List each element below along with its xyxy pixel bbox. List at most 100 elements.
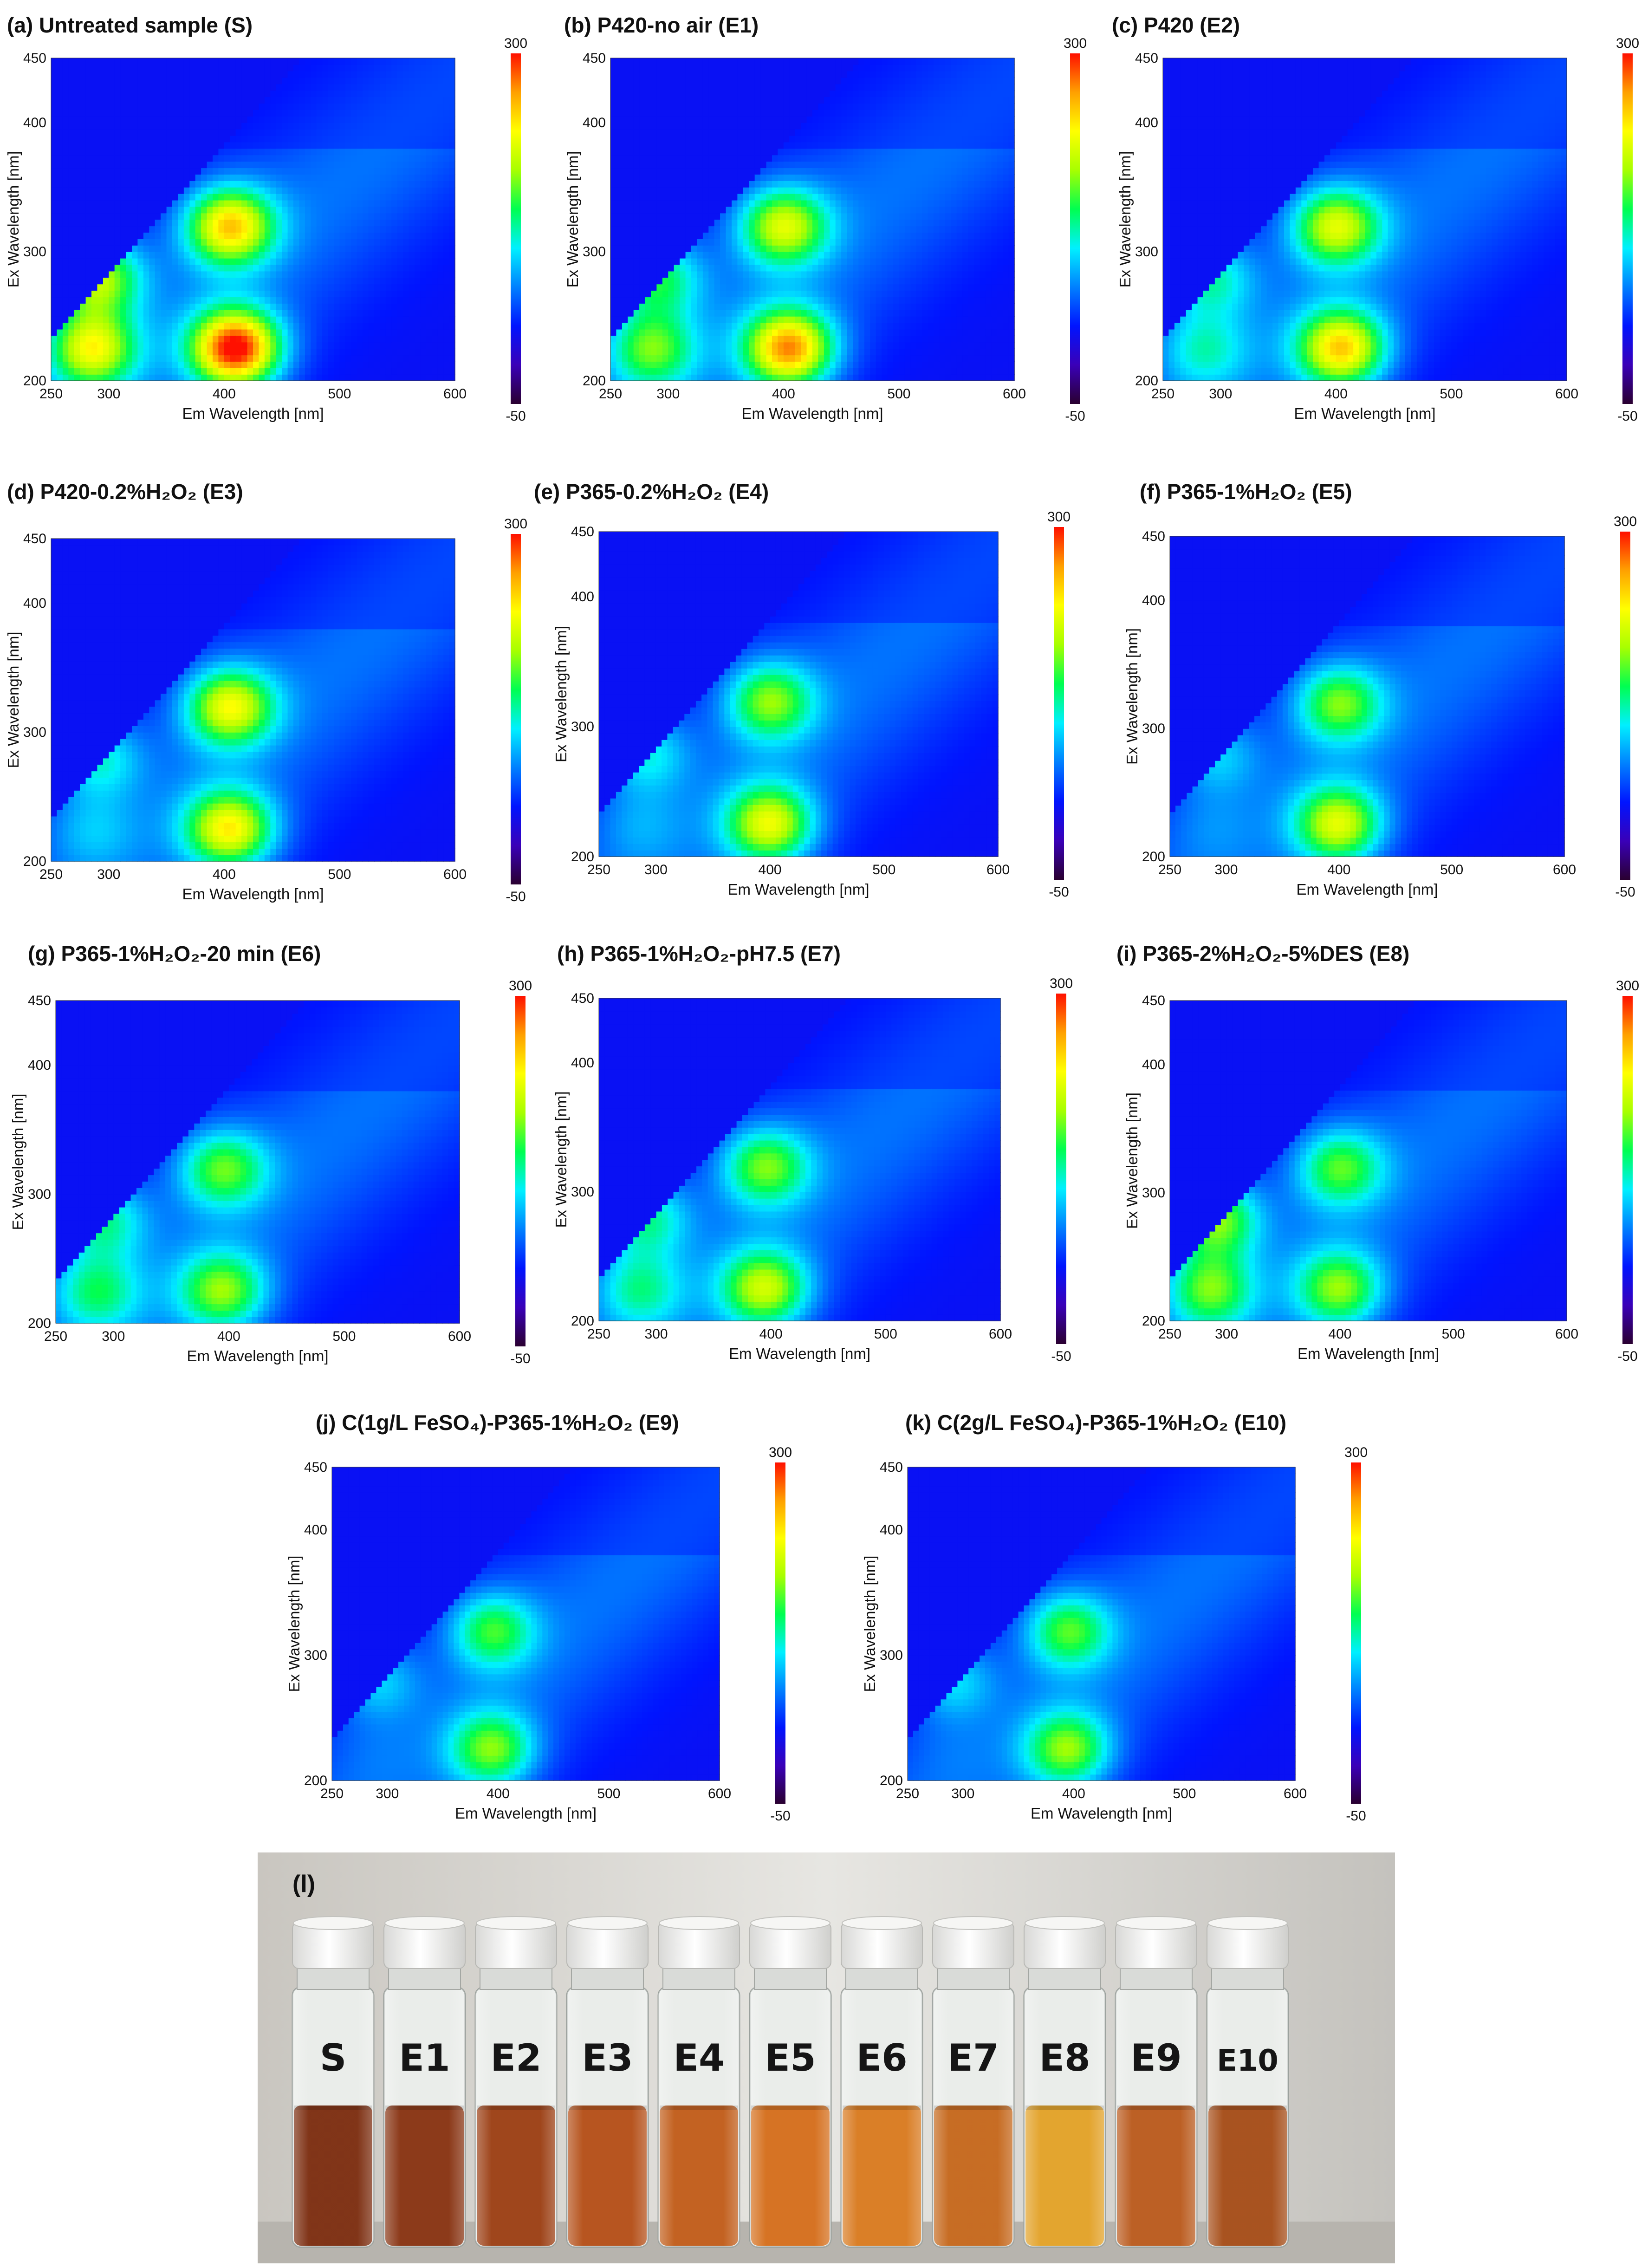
heatmap-cell bbox=[732, 355, 738, 362]
heatmap-cell bbox=[345, 71, 351, 78]
heatmap-cell bbox=[74, 374, 80, 381]
heatmap-cell bbox=[270, 136, 276, 143]
heatmap-cell bbox=[51, 368, 57, 375]
heatmap-cell bbox=[622, 245, 628, 252]
heatmap-cell bbox=[137, 232, 143, 239]
heatmap-cell bbox=[201, 252, 207, 259]
heatmap-cell bbox=[374, 142, 380, 149]
heatmap-cell bbox=[426, 355, 432, 362]
heatmap-cell bbox=[57, 207, 63, 214]
heatmap-cell bbox=[397, 349, 403, 356]
heatmap-cell bbox=[132, 342, 138, 349]
heatmap-cell bbox=[236, 161, 242, 168]
heatmap-cell bbox=[622, 123, 628, 130]
heatmap-cell bbox=[51, 220, 57, 227]
heatmap-cell bbox=[207, 116, 213, 123]
heatmap-cell bbox=[74, 78, 80, 84]
heatmap-cell bbox=[178, 252, 184, 259]
heatmap-cell bbox=[438, 194, 444, 201]
heatmap-cell bbox=[409, 374, 415, 381]
heatmap-cell bbox=[403, 213, 409, 220]
heatmap-cell bbox=[86, 374, 92, 381]
heatmap-cell bbox=[766, 290, 772, 297]
heatmap-cell bbox=[380, 361, 386, 368]
heatmap-cell bbox=[697, 349, 703, 356]
heatmap-cell bbox=[610, 142, 616, 149]
heatmap-cell bbox=[357, 136, 363, 143]
heatmap-cell bbox=[288, 136, 294, 143]
heatmap-cell bbox=[68, 91, 74, 97]
heatmap-cell bbox=[74, 265, 80, 272]
heatmap-cell bbox=[143, 374, 149, 381]
heatmap-cell bbox=[656, 129, 662, 136]
heatmap-cell bbox=[714, 290, 720, 297]
heatmap-cell bbox=[622, 220, 628, 227]
heatmap-cell bbox=[726, 220, 732, 227]
heatmap-cell bbox=[270, 200, 276, 207]
heatmap-cell bbox=[668, 297, 674, 304]
heatmap-cell bbox=[317, 342, 323, 349]
heatmap-cell bbox=[668, 84, 674, 91]
heatmap-cell bbox=[305, 181, 311, 188]
heatmap-cell bbox=[772, 187, 778, 194]
heatmap-cell bbox=[443, 78, 449, 84]
heatmap-cell bbox=[714, 181, 720, 188]
heatmap-cell bbox=[438, 245, 444, 252]
heatmap-cell bbox=[720, 194, 726, 201]
heatmap-cell bbox=[137, 239, 143, 246]
heatmap-cell bbox=[218, 303, 224, 310]
heatmap-cell bbox=[697, 220, 703, 227]
heatmap-cell bbox=[293, 142, 299, 149]
heatmap-cell bbox=[778, 245, 784, 252]
heatmap-cell bbox=[276, 329, 282, 336]
heatmap-cell bbox=[184, 245, 190, 252]
heatmap-cell bbox=[126, 78, 132, 84]
heatmap-cell bbox=[120, 142, 126, 149]
heatmap-cell bbox=[737, 71, 743, 78]
heatmap-cell bbox=[74, 58, 80, 65]
heatmap-cell bbox=[443, 310, 449, 317]
heatmap-cell bbox=[749, 284, 755, 291]
heatmap-cell bbox=[680, 290, 686, 297]
heatmap-cell bbox=[391, 284, 397, 291]
heatmap-cell bbox=[639, 220, 645, 227]
heatmap-cell bbox=[218, 65, 224, 71]
heatmap-cell bbox=[241, 329, 247, 336]
heatmap-cell bbox=[415, 252, 421, 259]
heatmap-cell bbox=[57, 323, 63, 330]
heatmap-cell bbox=[317, 123, 323, 130]
heatmap-cell bbox=[426, 245, 432, 252]
heatmap-cell bbox=[443, 194, 449, 201]
heatmap-cell bbox=[720, 207, 726, 214]
heatmap-cell bbox=[737, 174, 743, 181]
heatmap-cell bbox=[305, 271, 311, 278]
heatmap-cell bbox=[708, 297, 714, 304]
heatmap-cell bbox=[293, 161, 299, 168]
heatmap-cell bbox=[691, 161, 697, 168]
heatmap-cell bbox=[155, 355, 161, 362]
heatmap-cell bbox=[120, 374, 126, 381]
heatmap-cell bbox=[403, 220, 409, 227]
heatmap-cell bbox=[149, 336, 155, 343]
heatmap-cell bbox=[328, 297, 334, 304]
heatmap-cell bbox=[86, 136, 92, 143]
heatmap-cell bbox=[68, 252, 74, 259]
heatmap-cell bbox=[409, 168, 415, 175]
heatmap-cell bbox=[628, 220, 634, 227]
heatmap-cell bbox=[697, 200, 703, 207]
heatmap-cell bbox=[178, 116, 184, 123]
heatmap-cell bbox=[391, 336, 397, 343]
heatmap-cell bbox=[265, 78, 271, 84]
heatmap-cell bbox=[276, 258, 282, 265]
heatmap-cell bbox=[351, 258, 357, 265]
heatmap-cell bbox=[656, 110, 662, 117]
heatmap-cell bbox=[622, 168, 628, 175]
heatmap-cell bbox=[369, 374, 375, 381]
heatmap-cell bbox=[276, 220, 282, 227]
heatmap-cell bbox=[103, 239, 109, 246]
heatmap-cell bbox=[322, 361, 328, 368]
heatmap-cell bbox=[449, 226, 455, 233]
heatmap-cell bbox=[224, 316, 230, 323]
heatmap-cell bbox=[74, 174, 80, 181]
heatmap-cell bbox=[195, 142, 201, 149]
